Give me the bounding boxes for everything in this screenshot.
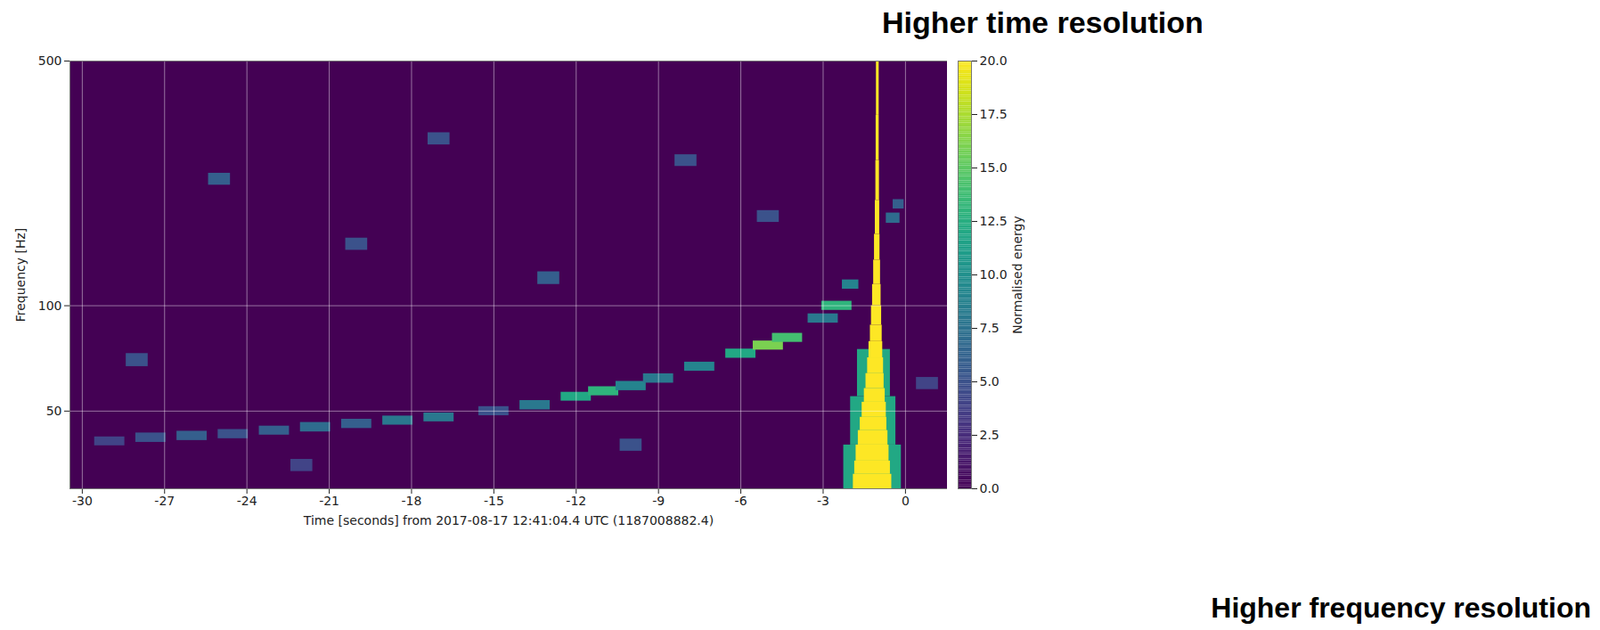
svg-text:Frequency [Hz]: Frequency [Hz] [13, 228, 28, 323]
svg-text:2.5: 2.5 [979, 427, 1000, 442]
svg-text:-6: -6 [734, 493, 748, 508]
svg-text:20.0: 20.0 [979, 53, 1008, 68]
svg-text:500: 500 [38, 53, 63, 68]
svg-text:5.0: 5.0 [979, 374, 1000, 389]
svg-text:100: 100 [38, 298, 63, 313]
svg-text:0.0: 0.0 [979, 481, 1000, 496]
svg-text:-30: -30 [72, 493, 93, 508]
svg-text:-18: -18 [401, 493, 423, 508]
svg-text:15.0: 15.0 [979, 160, 1008, 175]
svg-text:-21: -21 [318, 493, 340, 508]
svg-text:-3: -3 [816, 493, 830, 508]
svg-text:17.5: 17.5 [979, 106, 1008, 122]
html-text:Higher frequency resolution: Higher frequency resolution [1210, 591, 1592, 624]
svg-text:-27: -27 [154, 493, 175, 508]
svg-text:50: 50 [46, 403, 63, 418]
svg-text:-12: -12 [565, 493, 587, 508]
svg-text:0: 0 [901, 493, 910, 508]
svg-text:-24: -24 [236, 493, 258, 508]
svg-text:Normalised energy: Normalised energy [1010, 215, 1025, 335]
svg-text:-15: -15 [483, 493, 505, 508]
svg-text:7.5: 7.5 [979, 320, 1000, 335]
html-text:Higher time resolution: Higher time resolution [881, 5, 1204, 40]
svg-text:-9: -9 [652, 493, 665, 508]
svg-text:10.0: 10.0 [979, 267, 1008, 282]
svg-text:Time [seconds] from 2017-08-17: Time [seconds] from 2017-08-17 12:41:04.… [302, 513, 714, 528]
svg-text:12.5: 12.5 [979, 213, 1008, 229]
